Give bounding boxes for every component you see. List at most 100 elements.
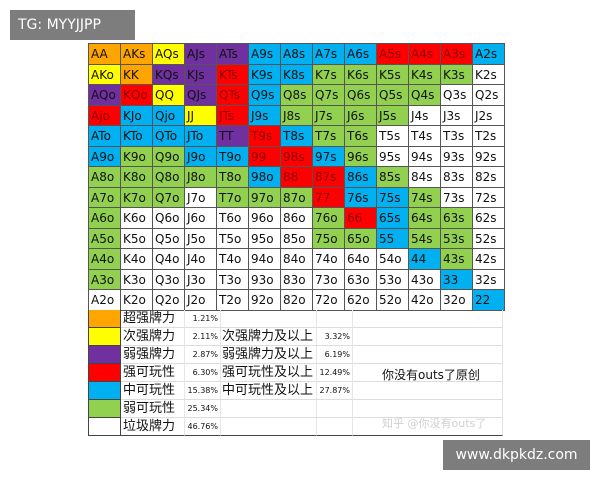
hand-cell: T4o	[217, 249, 249, 270]
hand-cell: J6o	[185, 208, 217, 229]
legend-swatch	[89, 382, 121, 400]
hand-cell: J9s	[249, 105, 281, 126]
legend-tier-name: 弱可玩性	[121, 400, 185, 418]
hand-cell: 64s	[409, 208, 441, 229]
hand-cell: 93s	[441, 146, 473, 167]
hand-cell: K5s	[377, 64, 409, 85]
hand-cell: 96s	[345, 146, 377, 167]
hand-cell: JTs	[217, 105, 249, 126]
hand-cell: ATo	[89, 126, 121, 147]
hand-cell: 52o	[377, 290, 409, 311]
hand-cell: 85o	[281, 228, 313, 249]
hand-cell: 76s	[345, 187, 377, 208]
hand-cell: T8s	[281, 126, 313, 147]
hand-cell: 96o	[249, 208, 281, 229]
hand-cell: QJs	[185, 85, 217, 106]
legend-swatch	[89, 346, 121, 364]
hand-cell: K4o	[121, 249, 153, 270]
hand-cell: J5o	[185, 228, 217, 249]
hand-cell: Q7s	[313, 85, 345, 106]
hand-cell: 64o	[345, 249, 377, 270]
legend-tier-percent: 46.76%	[185, 418, 221, 436]
hand-cell: K8s	[281, 64, 313, 85]
hand-cell: KTs	[217, 64, 249, 85]
hand-cell: Qjo	[153, 105, 185, 126]
legend-cumulative-label: 弱强牌力及以上	[221, 346, 317, 364]
hand-cell: 74o	[313, 249, 345, 270]
hand-cell: A3s	[441, 44, 473, 65]
hand-cell: AQo	[89, 85, 121, 106]
legend-tier-percent: 25.34%	[185, 400, 221, 418]
hand-cell: QTs	[217, 85, 249, 106]
legend-tier-percent: 15.38%	[185, 382, 221, 400]
hand-cell: KJs	[185, 64, 217, 85]
legend-spacer	[353, 400, 503, 418]
hand-cell: Q2o	[153, 290, 185, 311]
legend-cumulative-percent: 27.87%	[317, 382, 353, 400]
legend-tier-name: 超强牌力	[121, 310, 185, 328]
hand-cell: T5o	[217, 228, 249, 249]
hand-cell: Q2s	[473, 85, 505, 106]
hand-cell: 92o	[249, 290, 281, 311]
hand-cell: 74s	[409, 187, 441, 208]
hand-cell: 92s	[473, 146, 505, 167]
hand-cell: AQs	[153, 44, 185, 65]
hand-cell: 84s	[409, 167, 441, 188]
legend-spacer	[353, 346, 503, 364]
hand-cell: 85s	[377, 167, 409, 188]
legend-cumulative-label: 中可玩性及以上	[221, 382, 317, 400]
hand-cell: 63s	[441, 208, 473, 229]
hand-cell: QQ	[153, 85, 185, 106]
hand-cell: K3o	[121, 269, 153, 290]
hand-cell: J8s	[281, 105, 313, 126]
hand-cell: 83s	[441, 167, 473, 188]
tg-overlay-label: TG: MYYJJPP	[10, 10, 135, 40]
hand-cell: T7o	[217, 187, 249, 208]
hand-cell: Q4o	[153, 249, 185, 270]
hand-cell: 65o	[345, 228, 377, 249]
hand-cell: A7s	[313, 44, 345, 65]
legend-tier-name: 次强牌力	[121, 328, 185, 346]
legend-tier-name: 垃圾牌力	[121, 418, 185, 436]
hand-cell: A8o	[89, 167, 121, 188]
hand-cell: K7s	[313, 64, 345, 85]
hand-cell: J9o	[185, 146, 217, 167]
hand-cell: 99	[249, 146, 281, 167]
hand-cell: A6s	[345, 44, 377, 65]
legend-cumulative-percent	[317, 418, 353, 436]
hand-cell: K8o	[121, 167, 153, 188]
hand-cell: 88	[281, 167, 313, 188]
hand-cell: Q9s	[249, 85, 281, 106]
hand-cell: 75s	[377, 187, 409, 208]
hand-cell: T2o	[217, 290, 249, 311]
legend-swatch	[89, 418, 121, 436]
hand-cell: 53o	[377, 269, 409, 290]
hand-cell: A4o	[89, 249, 121, 270]
hand-cell: 97o	[249, 187, 281, 208]
legend-swatch	[89, 364, 121, 382]
hand-cell: 87o	[281, 187, 313, 208]
hand-cell: 84o	[281, 249, 313, 270]
hand-cell: 72o	[313, 290, 345, 311]
hand-cell: 95o	[249, 228, 281, 249]
hand-cell: 66	[345, 208, 377, 229]
hand-cell: 43s	[441, 249, 473, 270]
legend-spacer	[353, 310, 503, 328]
hand-cell: A4s	[409, 44, 441, 65]
hand-cell: A6o	[89, 208, 121, 229]
hand-cell: T4s	[409, 126, 441, 147]
hand-cell: ATs	[217, 44, 249, 65]
author-credit: 你没有outs了原创	[382, 368, 480, 382]
hand-cell: 22	[473, 290, 505, 311]
hand-cell: A2s	[473, 44, 505, 65]
hand-cell: 82s	[473, 167, 505, 188]
tier-legend: 超强牌力 1.21% 次强牌力 2.11% 次强牌力及以上 3.32% 弱强牌力 2.87% 弱…	[88, 310, 503, 436]
hand-cell: 32o	[441, 290, 473, 311]
hand-cell: T7s	[313, 126, 345, 147]
legend-spacer	[353, 382, 503, 400]
hand-cell: T6o	[217, 208, 249, 229]
hand-cell: 98o	[249, 167, 281, 188]
hand-cell: 98s	[281, 146, 313, 167]
hand-cell: 52s	[473, 228, 505, 249]
hand-cell: T9s	[249, 126, 281, 147]
